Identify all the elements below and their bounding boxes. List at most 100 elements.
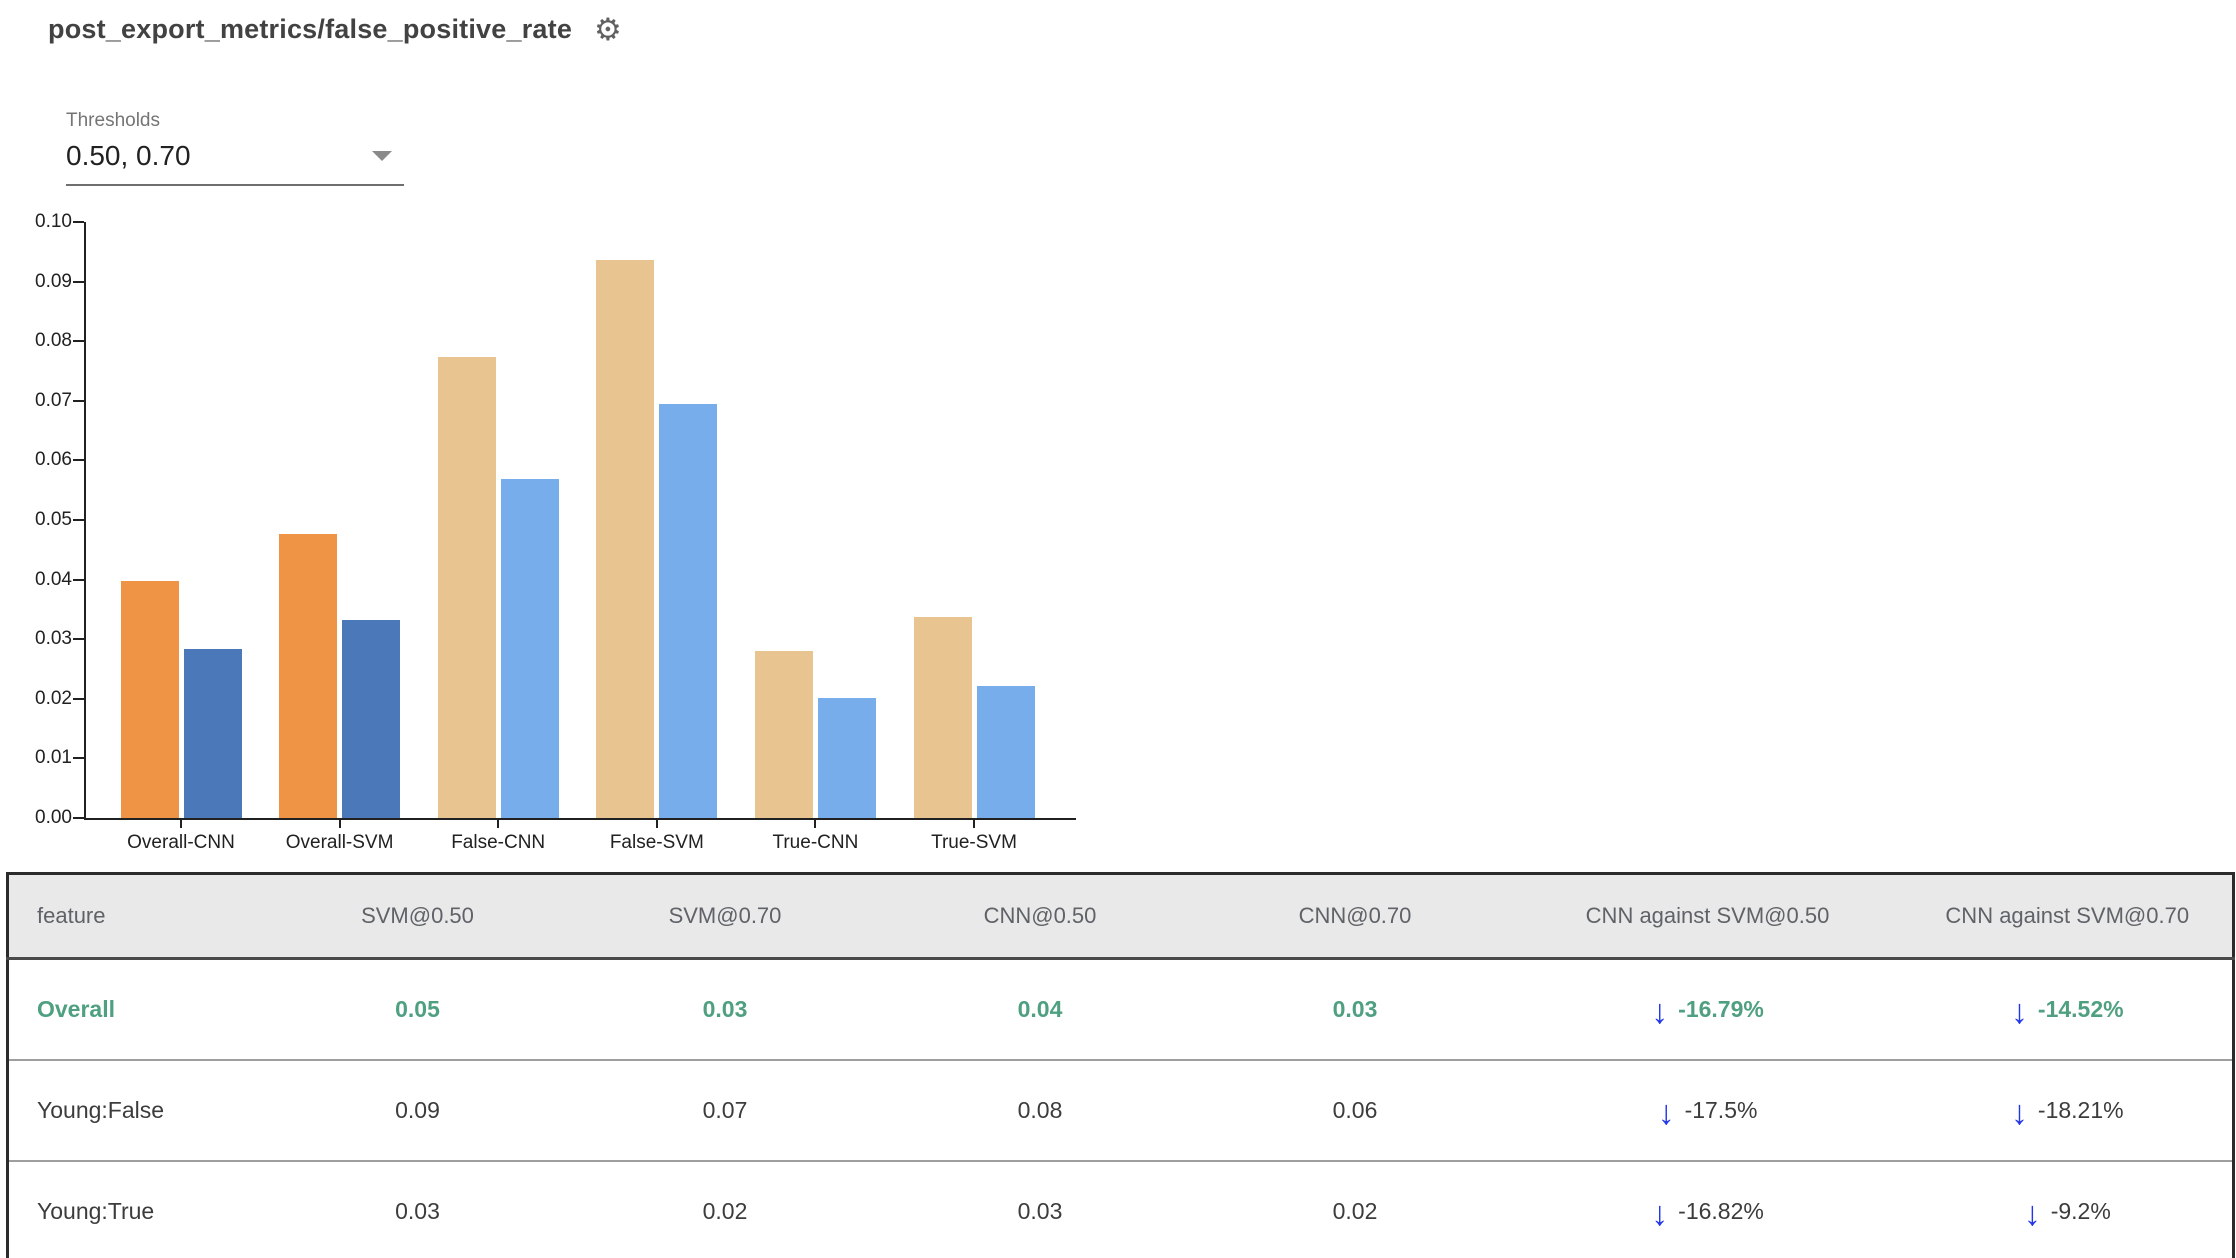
table-row: Young:False 0.09 0.07 0.08 0.06 ↓ -17.5% ↓ -18.2… xyxy=(7,1060,2234,1162)
arrow-down-icon: ↓ xyxy=(1651,1194,1669,1233)
y-axis-tick xyxy=(73,221,84,223)
arrow-down-icon: ↓ xyxy=(2010,992,2028,1031)
table-header-row: feature SVM@0.50 SVM@0.70 CNN@0.50 CNN@0… xyxy=(7,873,2234,960)
comparison-cell: ↓ -17.5% xyxy=(1512,1060,1903,1162)
bar-Overall-CNN-s1 xyxy=(183,649,242,818)
bar-False-SVM-s1 xyxy=(659,403,718,818)
x-axis-category-label: True-CNN xyxy=(772,832,859,853)
y-axis-tick xyxy=(73,757,84,760)
comparison-cell: ↓ -18.21% xyxy=(1902,1060,2234,1162)
comparison-percent: -16.82% xyxy=(1678,1198,1764,1224)
arrow-down-icon: ↓ xyxy=(1657,1093,1675,1132)
bar-True-CNN-s0 xyxy=(754,651,813,818)
y-axis-tick-label: 0.06 xyxy=(35,449,72,471)
comparison-cell: ↓ -16.82% xyxy=(1513,1161,1903,1258)
comparison-cell: ↓ -16.79% xyxy=(1512,958,1903,1061)
y-axis-tick xyxy=(73,578,84,581)
x-axis-tick xyxy=(814,820,817,828)
metric-value-cell: 0.03 xyxy=(395,1198,440,1224)
false-positive-rate-bar-chart: 0.00 0.01 0.02 0.03 0.04 0.05 0.06 0.07 0.08 0.09… xyxy=(0,0,1120,880)
x-axis-category-label: False-SVM xyxy=(609,832,704,853)
y-axis-tick xyxy=(73,697,84,700)
feature-cell: Young:True xyxy=(37,1198,155,1224)
metric-value-cell: 0.09 xyxy=(267,1060,568,1162)
y-axis-tick-label: 0.05 xyxy=(35,509,72,530)
bar-True-SVM-s1 xyxy=(976,686,1035,818)
column-header-cnn-050: CNN@0.50 xyxy=(882,873,1198,960)
column-header-cnn-vs-svm-050: CNN against SVM@0.50 xyxy=(1512,873,1903,960)
thresholds-value: 0.50, 0.70 xyxy=(66,140,191,171)
y-axis-tick xyxy=(73,459,84,462)
metric-value-cell: 0.07 xyxy=(567,1060,883,1162)
comparison-percent: -9.2% xyxy=(2050,1198,2111,1224)
arrow-down-icon: ↓ xyxy=(1651,992,1669,1031)
x-axis-tick xyxy=(973,820,975,828)
feature-cell: Overall xyxy=(7,958,268,1061)
x-axis-tick xyxy=(655,820,658,828)
metric-value-cell: 0.04 xyxy=(882,958,1198,1061)
x-axis-category-label: False-CNN xyxy=(451,832,546,853)
bar-Overall-CNN-s0 xyxy=(120,580,179,818)
table-row: Overall 0.05 0.03 0.04 0.03 ↓ -16.79% ↓ -14.52% xyxy=(7,958,2234,1061)
bar-False-CNN-s0 xyxy=(437,357,496,818)
y-axis-tick xyxy=(73,519,84,521)
metric-value-cell: 0.06 xyxy=(1197,1060,1513,1162)
y-axis-tick-label: 0.07 xyxy=(35,389,72,411)
comparison-percent: -14.52% xyxy=(2037,996,2124,1022)
table-row: Young:True 0.03 0.02 0.03 0.02 ↓ -16.82% ↓ -9.2% xyxy=(8,1161,2234,1258)
y-axis-tick xyxy=(73,340,84,343)
comparison-cell: ↓ -9.2% xyxy=(1903,1161,2234,1258)
x-axis-category-label: Overall-CNN xyxy=(127,832,235,853)
metric-value-cell: 0.03 xyxy=(567,958,883,1061)
metric-value-cell: 0.02 xyxy=(1332,1198,1378,1224)
y-axis-tick-label: 0.10 xyxy=(35,211,72,232)
bar-True-SVM-s0 xyxy=(913,616,972,818)
y-axis-tick-label: 0.02 xyxy=(35,687,72,709)
x-axis-category-label: Overall-SVM xyxy=(285,832,394,853)
y-axis-tick-label: 0.03 xyxy=(35,628,72,650)
column-header-svm-050: SVM@0.50 xyxy=(267,873,568,960)
bar-False-CNN-s1 xyxy=(500,479,559,818)
comparison-cell: ↓ -14.52% xyxy=(1902,958,2234,1061)
metric-value-cell: 0.03 xyxy=(1197,958,1513,1061)
feature-cell: Young:False xyxy=(7,1060,268,1162)
x-axis-category-label: True-SVM xyxy=(931,832,1017,853)
thresholds-label: Thresholds xyxy=(66,110,160,131)
metrics-table: feature SVM@0.50 SVM@0.70 CNN@0.50 CNN@0… xyxy=(6,872,2235,1258)
column-header-svm-070: SVM@0.70 xyxy=(567,873,883,960)
y-axis-tick xyxy=(73,280,84,283)
gear-icon[interactable]: ⚙ xyxy=(594,12,622,47)
bar-Overall-SVM-s0 xyxy=(279,533,338,818)
column-header-cnn-070: CNN@0.70 xyxy=(1197,873,1513,960)
page-title: post_export_metrics/false_positive_rate xyxy=(48,14,573,44)
y-axis-tick-label: 0.01 xyxy=(35,747,72,769)
x-axis-tick xyxy=(180,820,182,828)
x-axis-tick xyxy=(338,820,341,828)
y-axis-tick xyxy=(73,638,84,641)
arrow-down-icon: ↓ xyxy=(2023,1194,2041,1233)
metric-value-cell: 0.05 xyxy=(267,958,568,1061)
column-header-cnn-vs-svm-070: CNN against SVM@0.70 xyxy=(1902,873,2234,960)
arrow-down-icon: ↓ xyxy=(2010,1093,2028,1132)
y-axis-tick xyxy=(73,817,84,819)
metric-value-cell: 0.02 xyxy=(702,1198,748,1224)
metric-value-cell: 0.08 xyxy=(882,1060,1198,1162)
bar-Overall-SVM-s1 xyxy=(342,620,401,818)
thresholds-select[interactable]: Thresholds 0.50, 0.70 xyxy=(66,110,404,186)
comparison-percent: -16.79% xyxy=(1678,996,1764,1022)
bar-False-SVM-s0 xyxy=(596,259,655,818)
bar-True-CNN-s1 xyxy=(817,697,876,818)
y-axis-line xyxy=(84,222,86,820)
metric-value-cell: 0.03 xyxy=(1017,1198,1063,1224)
y-axis-tick xyxy=(73,399,84,402)
chevron-down-icon xyxy=(372,151,392,161)
y-axis-tick-label: 0.09 xyxy=(35,270,72,292)
y-axis-tick-label: 0.00 xyxy=(35,807,72,828)
y-axis-tick-label: 0.08 xyxy=(35,330,72,352)
metric-header: post_export_metrics/false_positive_rate … xyxy=(48,14,622,45)
y-axis-tick-label: 0.04 xyxy=(35,568,72,590)
x-axis-line xyxy=(84,818,1076,820)
x-axis-tick xyxy=(497,820,500,828)
comparison-percent: -17.5% xyxy=(1684,1097,1758,1123)
column-header-feature: feature xyxy=(7,873,268,960)
